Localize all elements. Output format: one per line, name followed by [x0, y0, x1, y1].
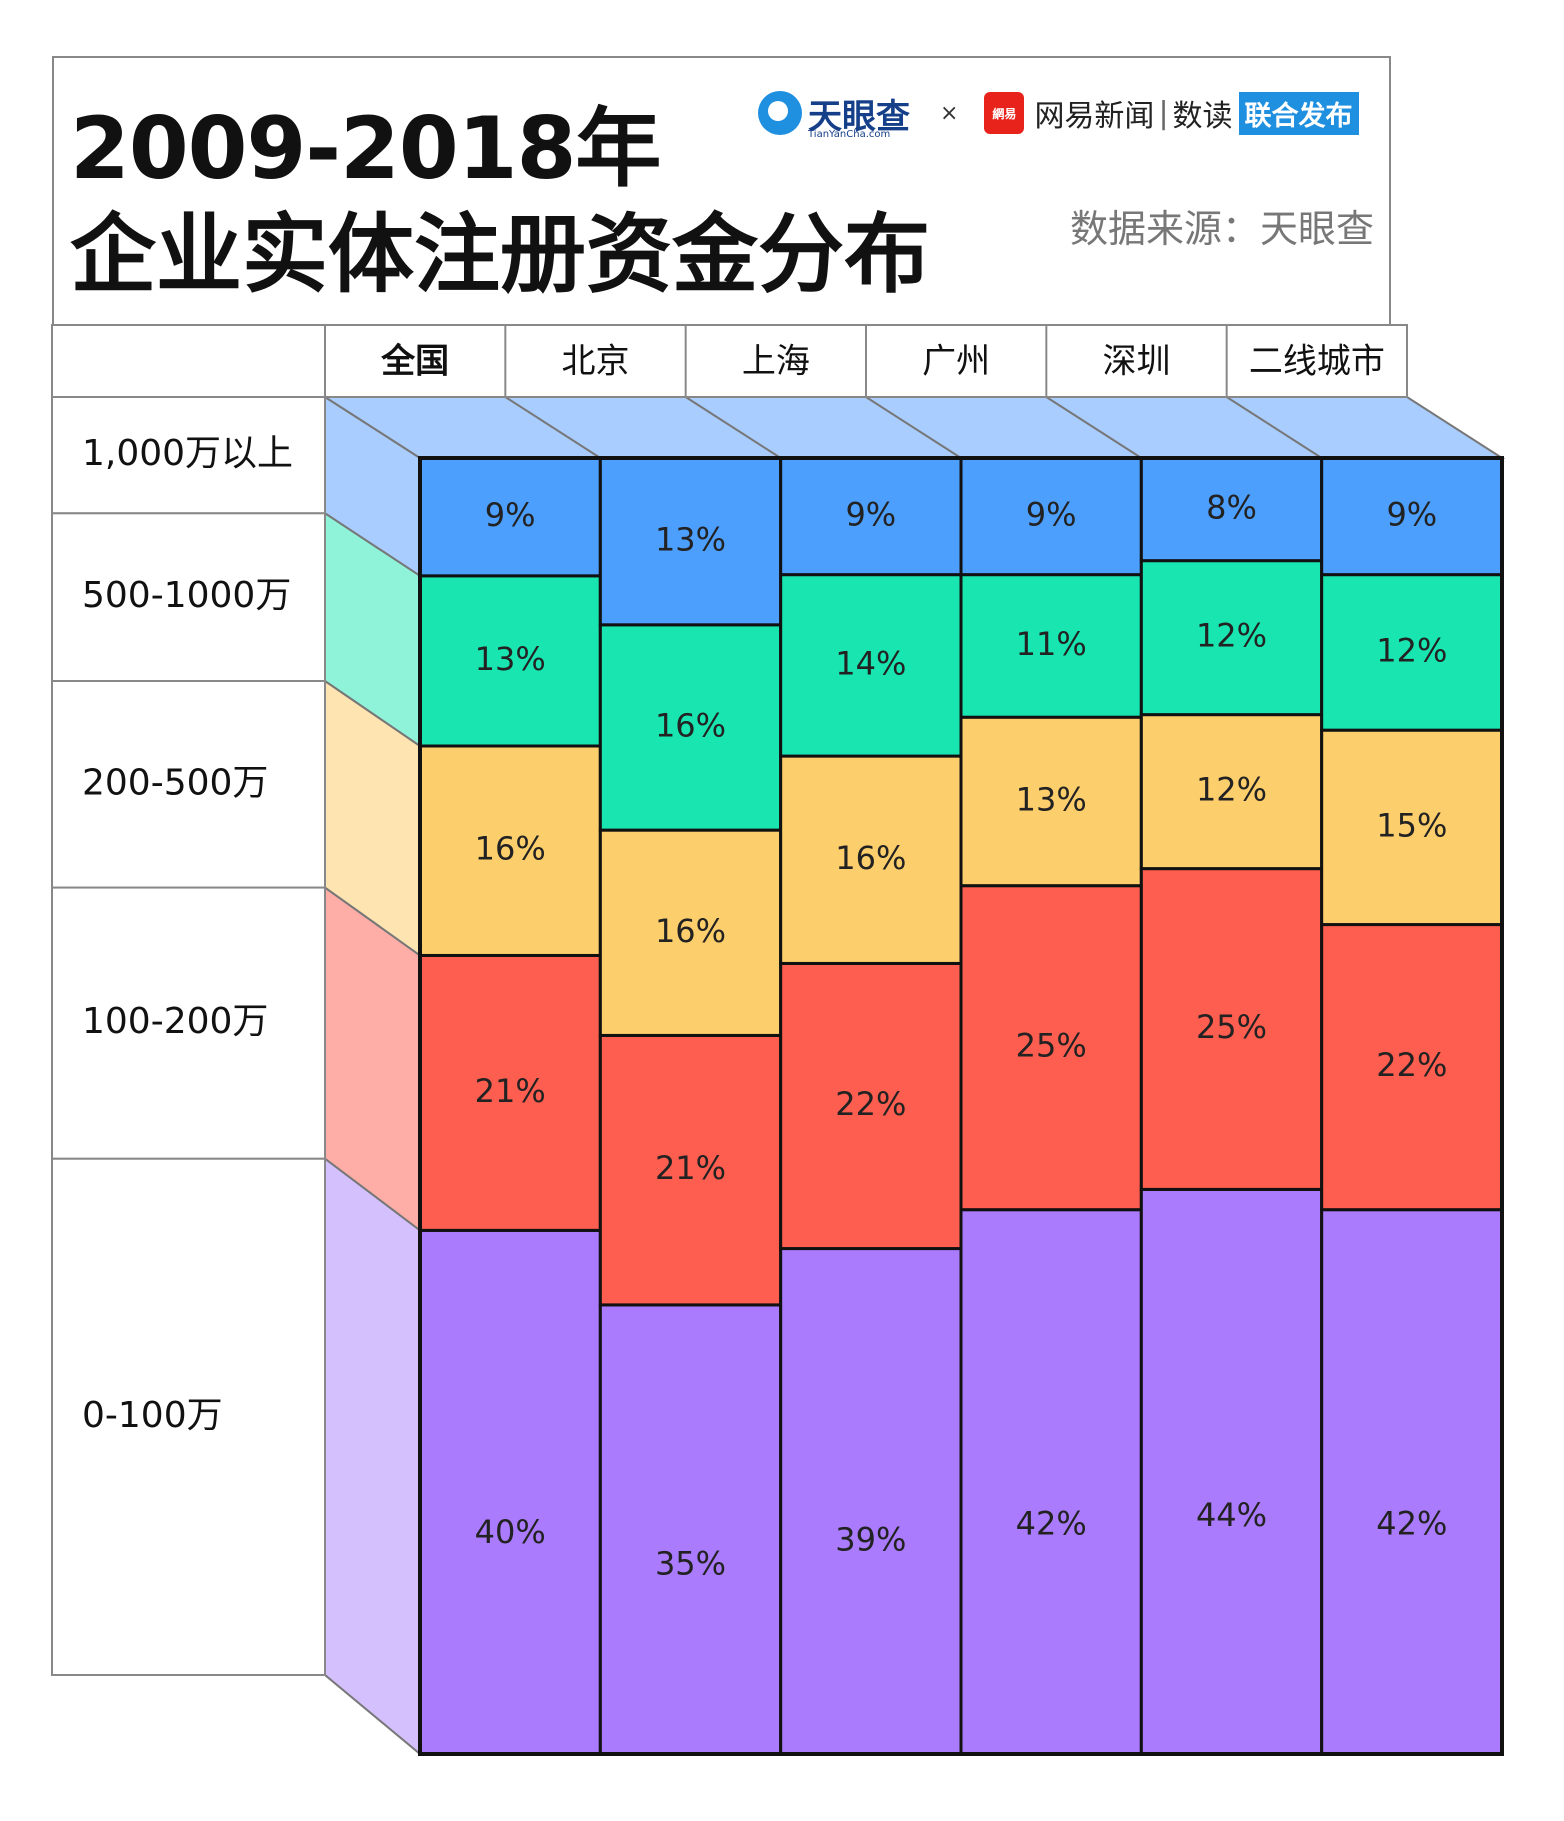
source-note: 数据来源：天眼查 [1069, 207, 1374, 251]
data-label-3-2: 13% [1016, 780, 1087, 818]
top-face-divider [865, 396, 962, 459]
data-label-4-3: 12% [1196, 617, 1267, 655]
top-face-divider [1045, 396, 1142, 459]
data-label-0-2: 16% [475, 830, 546, 868]
top-face-divider [685, 396, 782, 459]
bar-5-1 [1320, 923, 1504, 1212]
category-label-2: 上海 [742, 342, 810, 382]
category-label-0: 全国 [380, 342, 449, 382]
legend-row-1 [51, 886, 326, 1160]
legend-label-1: 100-200万 [82, 1001, 268, 1042]
bar-2-0 [779, 1247, 963, 1756]
front-frame [418, 456, 1504, 1756]
data-label-1-1: 21% [655, 1149, 726, 1187]
bar-4-3 [1139, 559, 1324, 717]
tianyancha-eye-icon [758, 91, 802, 135]
category-label-3: 广州 [922, 342, 990, 382]
brand-divider: | [1158, 95, 1169, 131]
data-label-0-4: 9% [485, 496, 536, 534]
data-label-2-1: 22% [835, 1085, 906, 1123]
branding: 天眼查 TianYanCha.com × 網易 网易新闻 | 数读 联合发布 [758, 88, 1359, 140]
data-label-5-1: 22% [1376, 1046, 1447, 1084]
data-label-4-0: 44% [1196, 1496, 1267, 1534]
data-label-4-4: 8% [1206, 488, 1257, 526]
data-label-1-3: 16% [655, 706, 726, 744]
data-label-4-1: 25% [1196, 1008, 1267, 1046]
netease-name: 网易新闻 [1034, 99, 1155, 134]
bar-5-0 [1320, 1208, 1504, 1756]
data-label-2-4: 9% [845, 495, 896, 533]
legend-label-4: 1,000万以上 [82, 433, 293, 474]
bar-0-2 [418, 744, 602, 957]
data-label-5-2: 15% [1376, 806, 1447, 844]
bar-2-4 [779, 456, 963, 577]
legend-row-3 [51, 512, 326, 682]
bar-4-4 [1139, 456, 1324, 563]
data-label-2-0: 39% [835, 1521, 906, 1559]
category-label-1: 北京 [562, 342, 630, 382]
legend-label-0: 0-100万 [82, 1395, 223, 1436]
data-label-2-3: 14% [835, 644, 906, 682]
legend-label-3: 500-1000万 [82, 575, 291, 616]
legend-row-4 [51, 396, 326, 515]
tianyancha-domain: TianYanCha.com [808, 128, 891, 140]
category-label-5: 二线城市 [1249, 342, 1385, 382]
data-label-1-0: 35% [655, 1544, 726, 1582]
tianyancha-name: 天眼查 [808, 96, 910, 137]
data-label-3-3: 11% [1016, 625, 1087, 663]
data-label-0-0: 40% [475, 1513, 546, 1551]
chart-title-line-2: 企业实体注册资金分布 [70, 205, 930, 305]
bar-4-2 [1139, 713, 1324, 871]
data-label-0-3: 13% [475, 640, 546, 678]
data-label-3-1: 25% [1016, 1027, 1087, 1065]
legend-row-0 [51, 1157, 326, 1676]
bar-3-3 [959, 573, 1143, 719]
bar-5-2 [1320, 728, 1504, 927]
data-label-5-0: 42% [1376, 1504, 1447, 1542]
data-label-4-2: 12% [1196, 771, 1267, 809]
netease-logo-icon: 網易 [984, 92, 1025, 134]
data-label-3-4: 9% [1026, 495, 1077, 533]
category-label-4: 深圳 [1103, 342, 1171, 382]
chart-title-line-1: 2009-2018年 [70, 99, 661, 199]
bar-5-4 [1320, 456, 1504, 577]
data-label-5-3: 12% [1376, 631, 1447, 669]
legend-label-2: 200-500万 [82, 762, 268, 803]
bar-4-0 [1139, 1187, 1324, 1756]
data-label-3-0: 42% [1016, 1504, 1087, 1542]
data-label-1-4: 13% [655, 520, 726, 558]
bar-1-0 [598, 1303, 783, 1756]
bar-0-0 [418, 1228, 602, 1756]
legend-header-blank [51, 324, 326, 398]
bar-1-3 [598, 623, 783, 832]
legend-row-2 [51, 680, 326, 889]
top-face-divider [1226, 396, 1323, 459]
tianyancha-logo: 天眼查 TianYanCha.com [758, 89, 910, 140]
bar-0-4 [418, 456, 602, 578]
bar-1-2 [598, 828, 783, 1037]
bar-3-1 [959, 884, 1143, 1212]
data-label-0-1: 21% [475, 1072, 546, 1110]
bar-2-3 [779, 573, 963, 758]
shudu-name: 数读 [1172, 99, 1233, 134]
data-label-5-4: 9% [1386, 495, 1437, 533]
side-face-0 [324, 1156, 421, 1757]
times-sign: × [940, 100, 959, 126]
joint-release-badge: 联合发布 [1238, 91, 1359, 135]
data-label-1-2: 16% [655, 912, 726, 950]
data-label-2-2: 16% [835, 839, 906, 877]
top-face-divider [504, 396, 601, 459]
bar-3-0 [959, 1208, 1143, 1756]
